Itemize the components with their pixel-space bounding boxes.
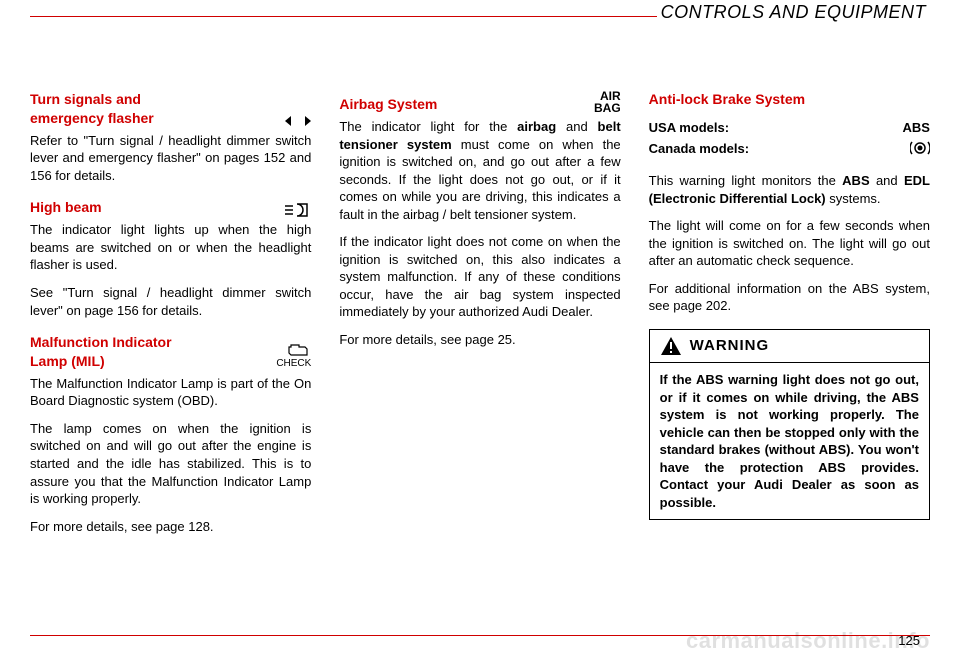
icon-line: BAG	[594, 102, 621, 114]
turn-signals-heading: Turn signals and emergency flasher	[30, 90, 311, 128]
heading-text: High beam	[30, 198, 102, 217]
body-text: See "Turn signal / headlight dimmer swit…	[30, 284, 311, 319]
text-run: This warning light monitors the	[649, 173, 843, 188]
text-run: and	[870, 173, 904, 188]
warning-body: If the ABS warning light does not go out…	[650, 363, 929, 519]
canada-models-row: Canada models:	[649, 140, 930, 158]
page-header: CONTROLS AND EQUIPMENT	[657, 2, 930, 23]
warning-title: WARNING	[690, 336, 770, 356]
text-run: systems.	[826, 191, 881, 206]
watermark: carmanualsonline.info	[686, 628, 930, 654]
body-text: For more details, see page 128.	[30, 518, 311, 536]
body-text: This warning light monitors the ABS and …	[649, 172, 930, 207]
mil-heading: Malfunction Indicator Lamp (MIL) CHECK	[30, 333, 311, 371]
heading-text: Turn signals and	[30, 90, 154, 109]
airbag-icon: AIR BAG	[594, 90, 621, 114]
heading-text: Malfunction Indicator	[30, 333, 172, 352]
label: USA models:	[649, 119, 729, 137]
body-text: The indicator light for the airbag and b…	[339, 118, 620, 223]
usa-models-row: USA models: ABS	[649, 119, 930, 137]
body-text: If the indicator light does not come on …	[339, 233, 620, 321]
text-bold: airbag	[517, 119, 556, 134]
warning-triangle-icon	[660, 336, 682, 356]
text-bold: ABS	[842, 173, 869, 188]
label: Canada models:	[649, 140, 749, 158]
body-text: The lamp comes on when the ignition is s…	[30, 420, 311, 508]
body-text: Refer to "Turn signal / headlight dimmer…	[30, 132, 311, 185]
engine-icon	[285, 343, 311, 357]
heading-text: Airbag System	[339, 95, 437, 114]
abs-circle-icon	[910, 140, 930, 156]
heading-text: Lamp (MIL)	[30, 352, 172, 371]
text-run: The indicator light for the	[339, 119, 517, 134]
body-text: The indicator light lights up when the h…	[30, 221, 311, 274]
column-1: Turn signals and emergency flasher Refer…	[30, 90, 311, 545]
body-text: The light will come on for a few seconds…	[649, 217, 930, 270]
text-run: and	[556, 119, 597, 134]
airbag-heading: Airbag System AIR BAG	[339, 90, 620, 114]
high-beam-heading: High beam	[30, 198, 311, 217]
check-label: CHECK	[276, 357, 311, 371]
heading-text: emergency flasher	[30, 109, 154, 128]
warning-box: WARNING If the ABS warning light does no…	[649, 329, 930, 521]
warning-header: WARNING	[650, 330, 929, 363]
high-beam-icon	[285, 203, 311, 217]
abs-heading: Anti-lock Brake System	[649, 90, 930, 109]
body-text: For additional information on the ABS sy…	[649, 280, 930, 315]
body-text: For more details, see page 25.	[339, 331, 620, 349]
content-columns: Turn signals and emergency flasher Refer…	[30, 90, 930, 545]
abs-text-icon: ABS	[903, 119, 930, 137]
column-3: Anti-lock Brake System USA models: ABS C…	[649, 90, 930, 545]
turn-signal-icon	[285, 114, 311, 128]
body-text: The Malfunction Indicator Lamp is part o…	[30, 375, 311, 410]
column-2: Airbag System AIR BAG The indicator ligh…	[339, 90, 620, 545]
